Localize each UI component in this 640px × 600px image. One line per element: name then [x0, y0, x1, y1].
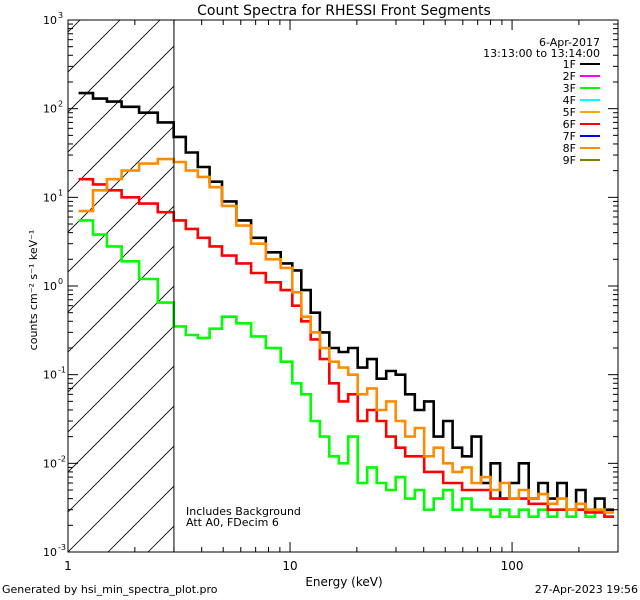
x-tick-label: 1 — [64, 559, 72, 573]
legend-label-5F: 5F — [563, 106, 576, 119]
y-tick-label: 10 — [43, 546, 57, 559]
hatch-line — [68, 20, 121, 73]
y-tick-exponent: 2 — [58, 100, 63, 109]
y-tick-exponent: 0 — [58, 277, 63, 286]
hatch-line — [68, 325, 174, 433]
legend-time-range: 13:13:00 to 13:14:00 — [483, 47, 600, 60]
y-tick-exponent: -3 — [58, 543, 66, 552]
series-line-3F — [78, 219, 614, 518]
x-axis-label: Energy (keV) — [305, 575, 382, 589]
y-tick-label: 10 — [43, 280, 57, 293]
hatch-line — [68, 20, 81, 33]
y-tick-label: 10 — [43, 103, 57, 116]
hatch-line — [68, 285, 174, 393]
spectra-series — [78, 91, 614, 518]
legend-label-1F: 1F — [563, 58, 576, 71]
plot-frame — [67, 19, 619, 553]
x-tick-label: 10 — [282, 559, 297, 573]
hatch-line — [68, 405, 174, 513]
chart-title: Count Spectra for RHESSI Front Segments — [197, 3, 491, 19]
hatch-line — [68, 245, 174, 353]
hatch-line — [68, 45, 174, 153]
legend-label-7F: 7F — [563, 130, 576, 143]
y-axis-label: counts cm⁻² s⁻¹ keV⁻¹ — [27, 230, 40, 351]
series-line-8F — [78, 157, 614, 514]
y-tick-label: 10 — [43, 369, 57, 382]
series-line-6F — [78, 177, 614, 518]
annotation-background: Includes Background — [186, 505, 301, 518]
hatch-line — [68, 365, 174, 473]
hatch-line — [68, 165, 174, 273]
attenuator-hatched-region — [68, 20, 174, 552]
y-tick-label: 10 — [43, 457, 57, 470]
legend-label-3F: 3F — [563, 82, 576, 95]
legend-label-6F: 6F — [563, 118, 576, 131]
footer-timestamp: 27-Apr-2023 19:56 — [534, 583, 638, 596]
footer-generated-by: Generated by hsi_min_spectra_plot.pro — [2, 583, 218, 596]
y-tick-exponent: -1 — [58, 366, 66, 375]
legend-label-2F: 2F — [563, 70, 576, 83]
annotation-attenuator: Att A0, FDecim 6 — [186, 516, 279, 529]
x-tick-label: 100 — [501, 559, 524, 573]
legend-date: 6-Apr-2017 — [539, 36, 600, 49]
legend-label-4F: 4F — [563, 94, 576, 107]
legend-label-8F: 8F — [563, 142, 576, 155]
y-tick-exponent: 3 — [58, 11, 63, 20]
y-tick-label: 10 — [43, 14, 57, 27]
legend-label-9F: 9F — [563, 154, 576, 167]
y-tick-label: 10 — [43, 191, 57, 204]
hatch-line — [68, 20, 161, 113]
y-tick-exponent: 1 — [58, 188, 63, 197]
hatch-line — [68, 445, 174, 552]
y-tick-exponent: -2 — [58, 454, 66, 463]
hatch-line — [68, 205, 174, 313]
hatch-line — [107, 485, 174, 552]
